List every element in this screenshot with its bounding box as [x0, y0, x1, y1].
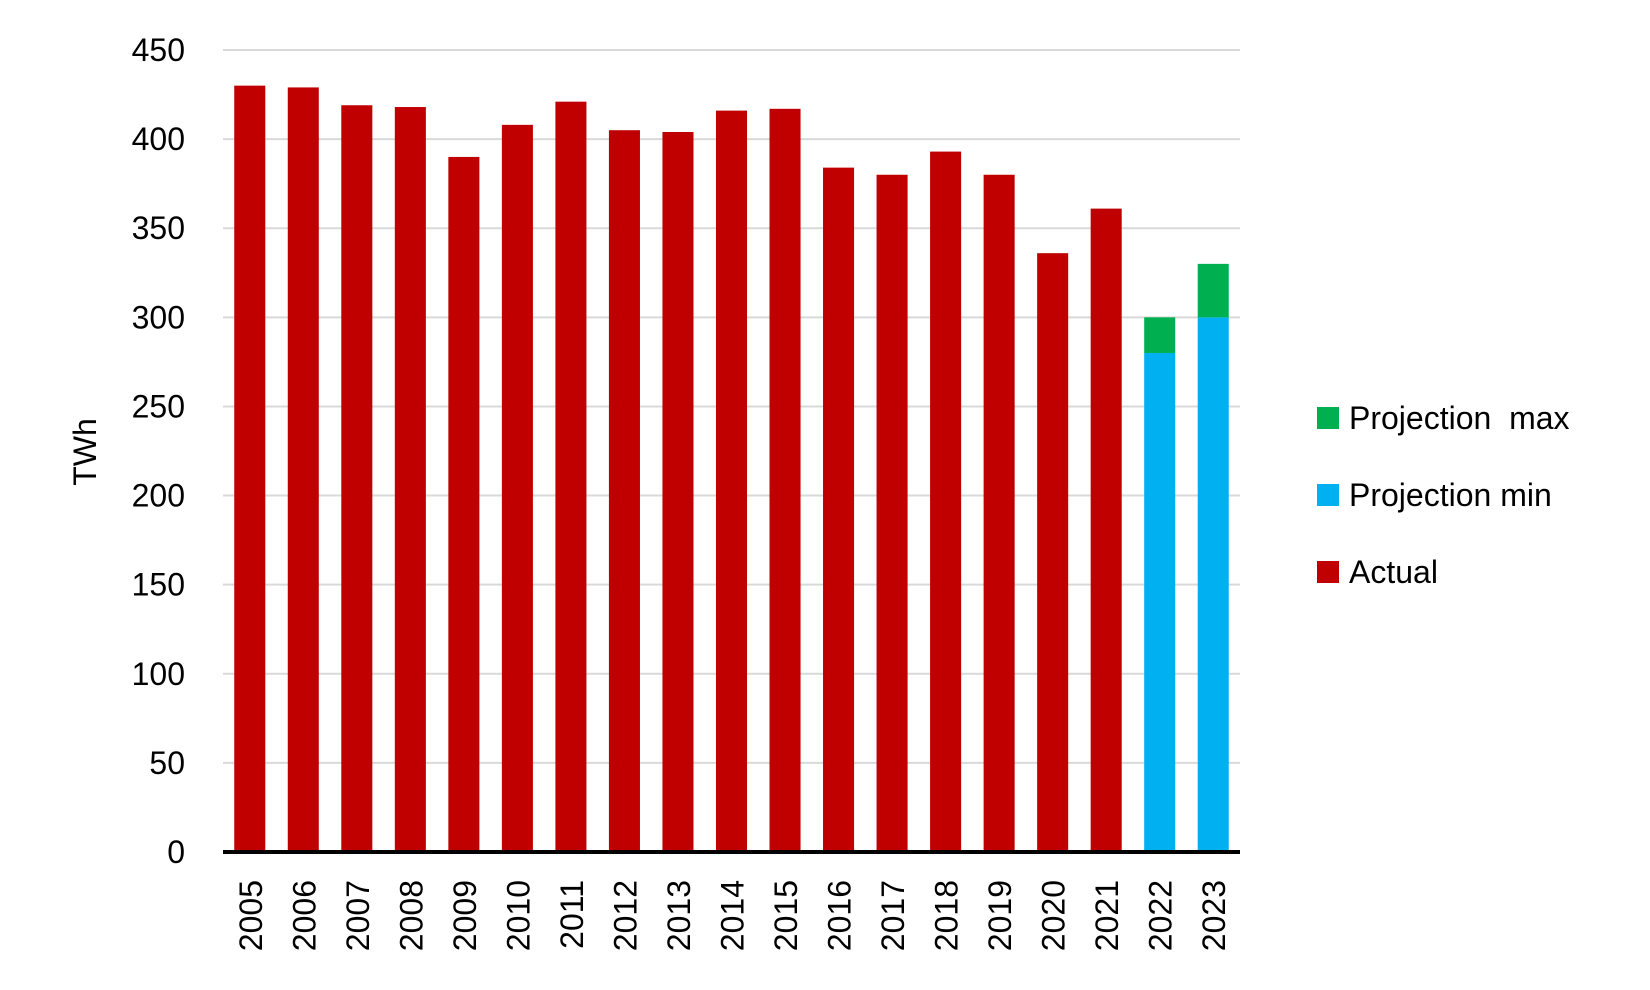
- x-tick-label: 2007: [340, 880, 376, 951]
- y-tick-label: 400: [132, 121, 185, 157]
- x-tick-label: 2012: [607, 880, 643, 951]
- bar-actual-2010: [501, 124, 533, 852]
- y-tick-label: 50: [149, 745, 185, 781]
- x-tick-label: 2009: [447, 880, 483, 951]
- y-axis-title: TWh: [67, 418, 103, 486]
- y-tick-label: 0: [167, 834, 185, 870]
- x-tick-label: 2015: [768, 880, 804, 951]
- bar-actual-2011: [555, 101, 587, 852]
- x-tick-label: 2011: [554, 880, 590, 949]
- bar-actual-2019: [983, 174, 1015, 852]
- legend-swatch: [1317, 484, 1339, 506]
- x-tick-label: 2005: [233, 880, 269, 951]
- bar-actual-2014: [715, 110, 748, 852]
- legend-label: Actual: [1349, 554, 1438, 590]
- y-tick-label: 450: [132, 32, 185, 68]
- bar-actual-2013: [662, 131, 694, 852]
- x-tick-label: 2016: [822, 880, 858, 951]
- x-tick-label: 2006: [286, 880, 322, 951]
- bar-actual-2005: [234, 85, 266, 852]
- bar-actual-2007: [341, 105, 373, 852]
- x-tick-label: 2019: [982, 880, 1018, 951]
- bar-actual-2016: [823, 167, 855, 853]
- y-tick-label: 250: [132, 388, 185, 424]
- bar-projection-max-2022: [1144, 317, 1176, 353]
- legend-label: Projection min: [1349, 477, 1552, 513]
- bar-actual-2021: [1090, 208, 1122, 852]
- legend: Projection max Projection min Actual: [1317, 400, 1570, 590]
- bar-actual-2012: [608, 130, 640, 852]
- x-tick-label: 2010: [500, 880, 536, 951]
- x-tick-label: 2013: [661, 880, 697, 951]
- bar-projection-min-2022: [1144, 352, 1176, 852]
- bar-actual-2008: [394, 107, 426, 852]
- bar-projection-min-2023: [1197, 317, 1229, 852]
- y-tick-labels: 0 50 100 150 200 250 300 350 400 450: [132, 32, 185, 870]
- x-tick-label: 2017: [875, 880, 911, 951]
- y-tick-label: 350: [132, 210, 185, 246]
- y-tick-label: 100: [132, 656, 185, 692]
- y-tick-label: 200: [132, 478, 185, 514]
- bars: [234, 85, 1229, 853]
- bar-actual-2020: [1037, 253, 1069, 852]
- bar-actual-2018: [930, 151, 962, 852]
- x-tick-label: 2018: [929, 880, 965, 951]
- legend-swatch: [1317, 407, 1339, 429]
- bar-actual-2006: [287, 87, 319, 853]
- bar-actual-2015: [769, 108, 801, 852]
- x-tick-label: 2014: [715, 880, 751, 951]
- y-tick-label: 300: [132, 299, 185, 335]
- legend-swatch: [1317, 561, 1339, 583]
- x-tick-label: 2022: [1143, 880, 1179, 951]
- x-tick-label: 2023: [1196, 880, 1232, 951]
- x-tick-label: 2008: [393, 880, 429, 951]
- x-tick-label: 2020: [1036, 880, 1072, 951]
- legend-label: Projection max: [1349, 400, 1570, 436]
- x-tick-labels: 2005 2006 2007 2008 2009 2010 2011 2012 2013 2014…: [233, 880, 1232, 951]
- bar-projection-max-2023: [1197, 263, 1229, 318]
- bar-actual-2017: [876, 174, 908, 852]
- x-tick-label: 2021: [1089, 880, 1125, 951]
- bar-actual-2009: [448, 156, 480, 852]
- y-tick-label: 150: [132, 567, 185, 603]
